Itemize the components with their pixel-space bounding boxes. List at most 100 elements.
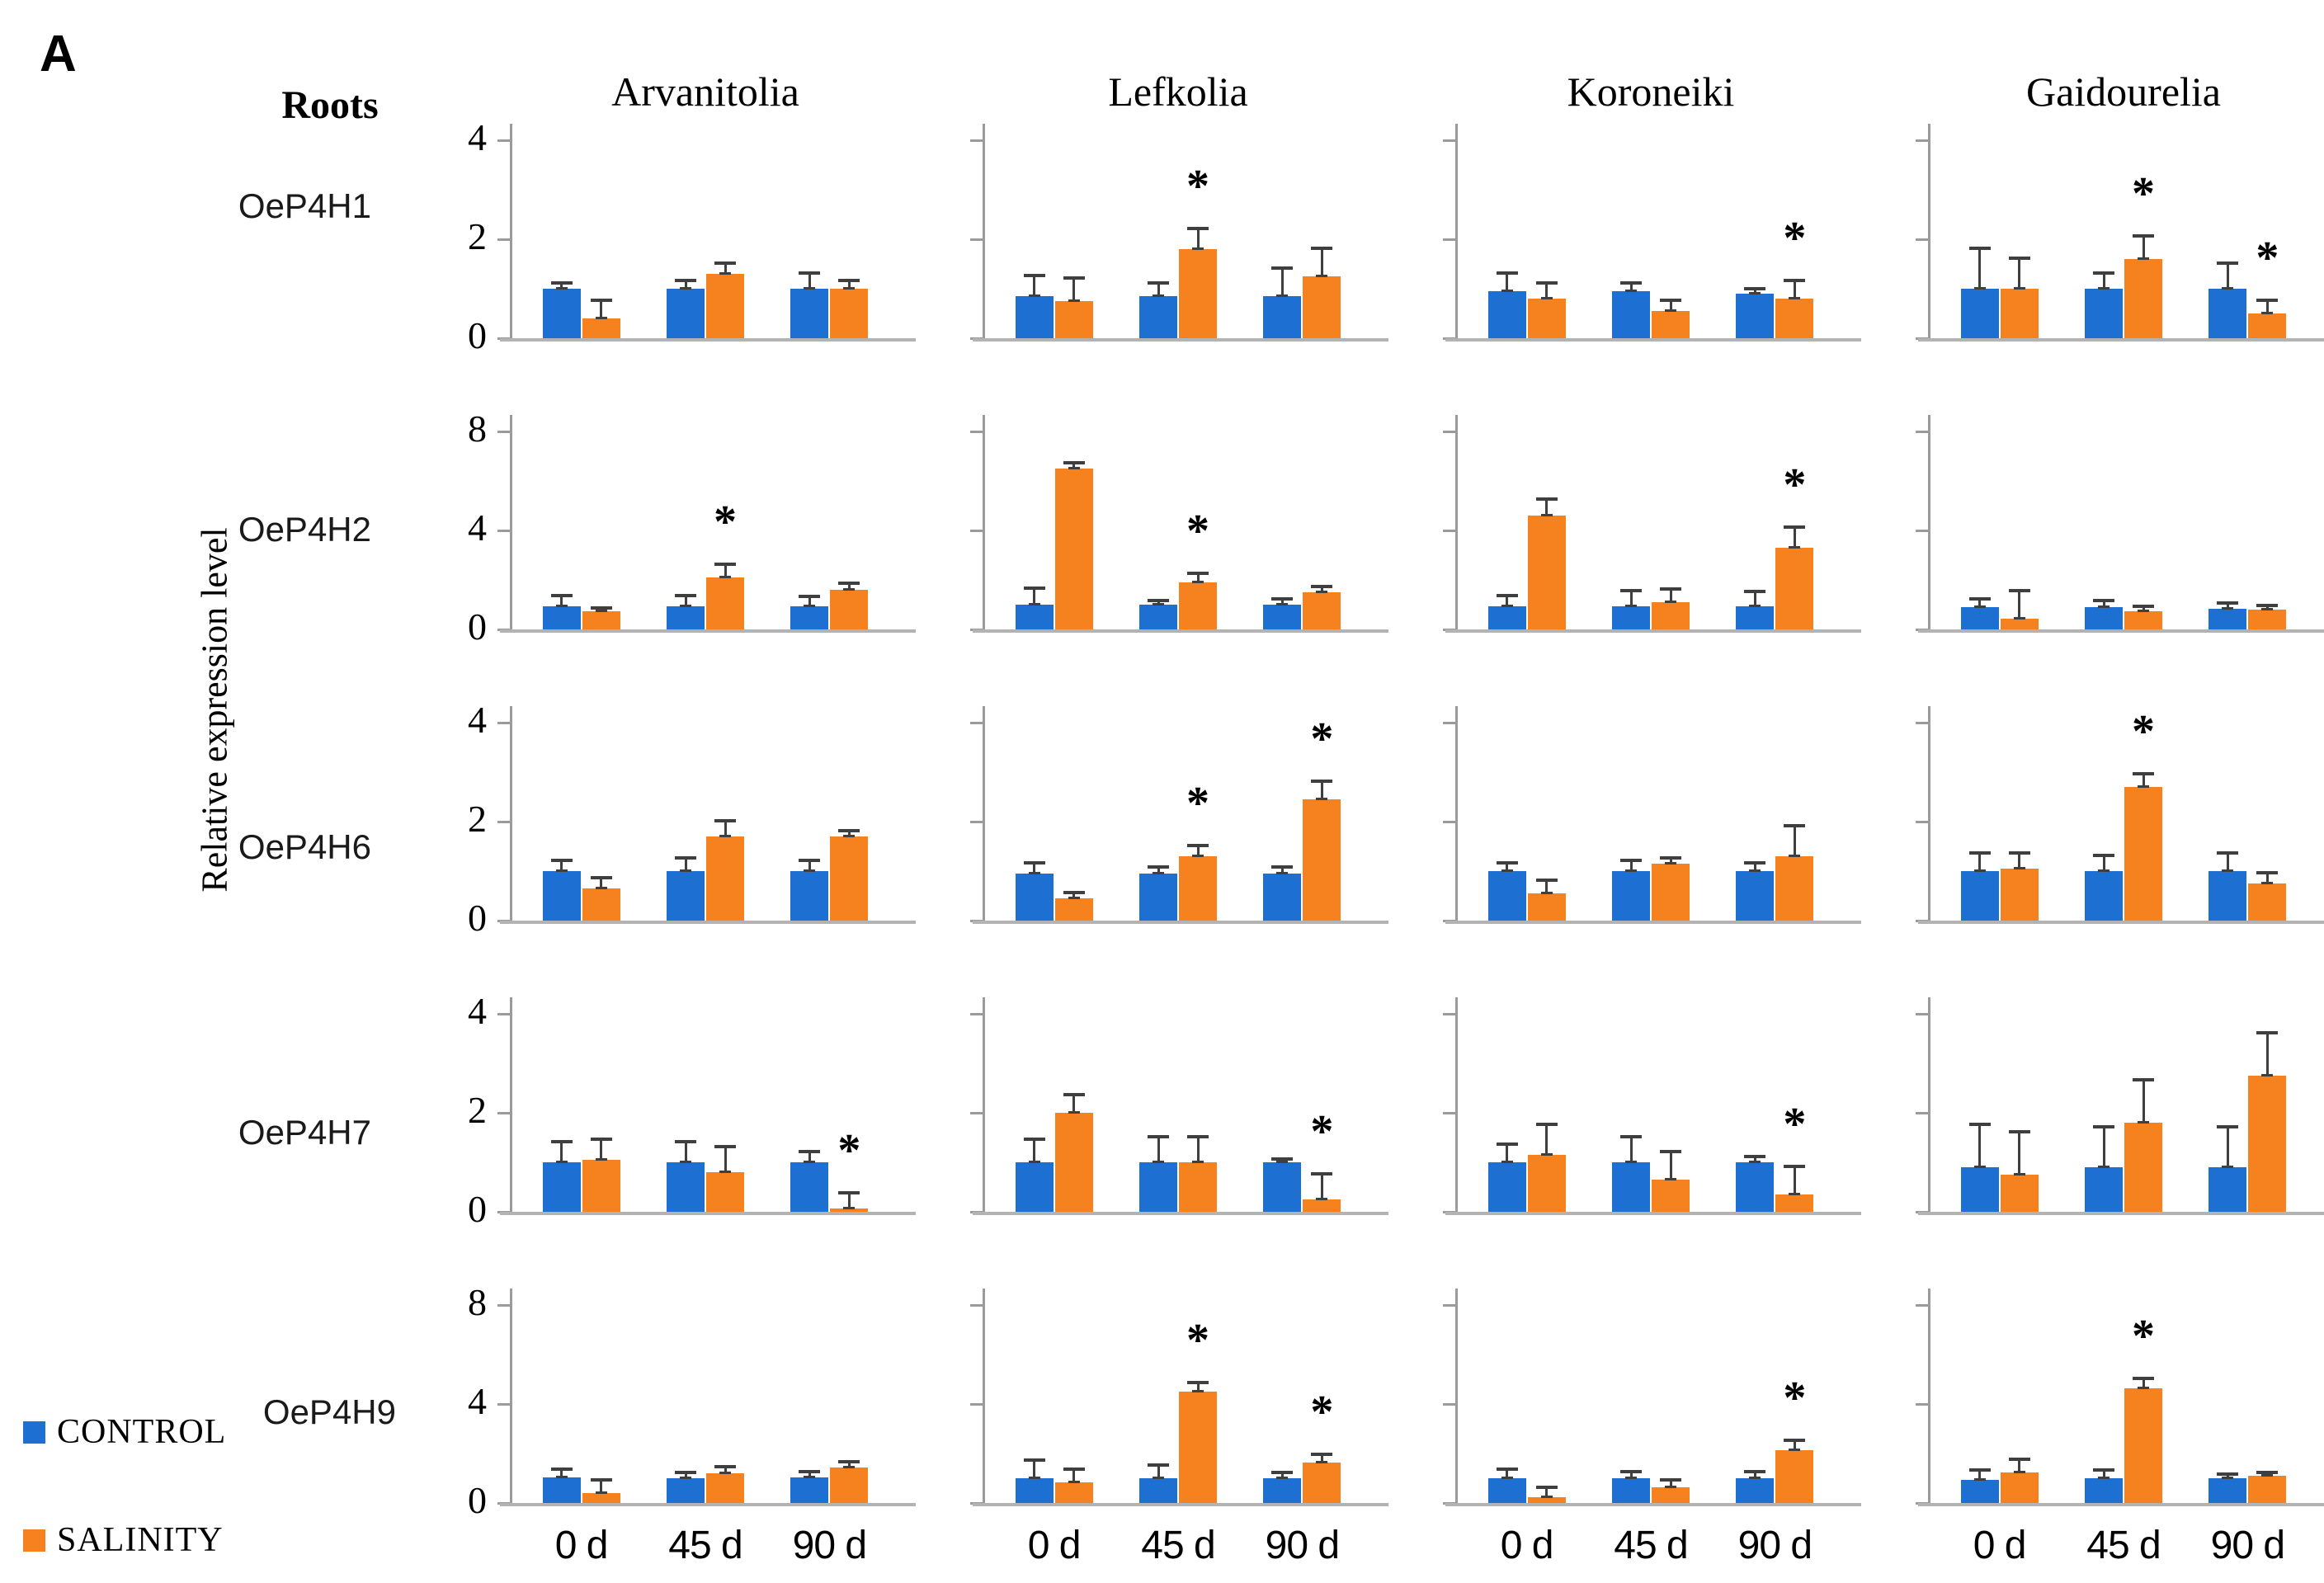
error-bar-stem <box>1033 864 1036 874</box>
bar-salinity <box>1179 249 1217 338</box>
error-bar-foot <box>1316 275 1328 277</box>
error-bar-stem <box>1793 281 1796 299</box>
error-bar-foot <box>2222 606 2234 610</box>
y-axis-line <box>1455 124 1458 338</box>
error-bar-foot <box>1749 292 1761 294</box>
bar-control <box>2209 1167 2247 1212</box>
error-bar-cap <box>1187 1135 1209 1138</box>
x-axis-line <box>500 1503 916 1506</box>
error-bar-stem <box>724 565 727 577</box>
error-bar-cap <box>1620 1469 1642 1473</box>
error-bar-stem <box>1320 1454 1323 1463</box>
error-bar-foot <box>1665 1178 1676 1180</box>
bar-control <box>542 1477 581 1503</box>
error-bar-foot <box>1276 1161 1289 1163</box>
error-bar-cap <box>2133 1078 2154 1081</box>
x-axis-line <box>973 1212 1388 1215</box>
error-bar-cap <box>2217 1125 2239 1128</box>
x-axis-line <box>500 629 916 633</box>
error-bar-cap <box>590 605 612 610</box>
error-bar-cap <box>1784 824 1806 827</box>
error-bar-stem <box>600 1140 603 1160</box>
bar-control <box>1015 1162 1054 1212</box>
error-bar-cap <box>590 1138 612 1141</box>
bar-control <box>2085 607 2123 629</box>
error-bar-cap <box>2256 1031 2279 1034</box>
y-tick-mark <box>497 431 511 433</box>
error-bar-stem <box>560 861 563 871</box>
error-bar-foot <box>2013 616 2025 620</box>
x-axis-line <box>1445 921 1861 924</box>
error-bar-stem <box>724 1467 727 1473</box>
y-tick-mark <box>497 1013 511 1015</box>
error-bar-cap <box>2133 605 2154 608</box>
error-bar-cap <box>1744 590 1766 593</box>
error-bar-foot <box>1625 290 1637 292</box>
error-bar-cap <box>1271 865 1294 869</box>
x-tick-label: 0 d <box>1973 1524 2027 1567</box>
error-bar-stem <box>1753 290 1756 294</box>
error-bar-stem <box>684 1473 687 1478</box>
bar-salinity <box>830 289 869 338</box>
bar-control <box>1960 289 1999 338</box>
error-bar-foot <box>2222 1477 2234 1479</box>
bar-salinity <box>830 1467 869 1503</box>
error-bar-cap <box>1660 1150 1681 1153</box>
error-bar-foot <box>1068 897 1080 899</box>
x-tick-label: 45 d <box>1141 1524 1215 1567</box>
bar-control <box>790 1477 829 1503</box>
error-bar-cap <box>1620 859 1642 862</box>
bar-salinity <box>1179 1162 1217 1212</box>
error-bar-cap <box>799 595 821 598</box>
error-bar-cap <box>1187 1380 1209 1384</box>
error-bar-stem <box>1978 1471 1982 1480</box>
gene-row-label: OeP4H1 <box>238 186 371 225</box>
error-bar-stem <box>1072 893 1076 898</box>
error-bar-cap <box>1496 271 1518 275</box>
error-bar-stem <box>808 274 811 289</box>
error-bar-stem <box>1629 1138 1633 1162</box>
error-bar-cap <box>1311 247 1333 250</box>
bar-salinity <box>1652 1486 1690 1503</box>
error-bar-cap <box>1063 891 1085 894</box>
error-bar-stem <box>1753 592 1756 606</box>
bar-salinity <box>1054 898 1093 921</box>
bar-salinity <box>1179 1392 1217 1503</box>
error-bar-foot <box>1501 1161 1513 1163</box>
significance-asterisk: * <box>1783 213 1807 264</box>
error-bar-foot <box>1540 892 1553 894</box>
bar-control <box>1960 871 1999 921</box>
y-axis-line <box>1928 706 1930 921</box>
bar-salinity <box>2000 289 2039 338</box>
y-tick-mark <box>1916 1304 1929 1307</box>
y-tick-mark <box>970 1112 983 1114</box>
error-bar-stem <box>1196 846 1200 856</box>
error-bar-foot <box>1316 798 1328 800</box>
error-bar-stem <box>1033 1461 1036 1478</box>
error-bar-stem <box>1978 1125 1982 1167</box>
y-tick-mark <box>497 530 511 532</box>
error-bar-stem <box>724 264 727 274</box>
error-bar-foot <box>1789 546 1801 549</box>
error-bar-cap <box>1968 1468 1991 1472</box>
bar-control <box>2085 1478 2123 1503</box>
bar-control <box>542 1162 581 1212</box>
y-tick-label: 4 <box>468 506 487 549</box>
error-bar-cap <box>2256 871 2279 874</box>
error-bar-cap <box>2217 261 2239 265</box>
error-bar-stem <box>1629 861 1633 871</box>
error-bar-stem <box>2142 775 2145 787</box>
error-bar-foot <box>804 869 816 872</box>
error-bar-cap <box>1023 274 1045 277</box>
error-bar-cap <box>2133 234 2154 238</box>
error-bar-stem <box>1157 601 1160 605</box>
error-bar-stem <box>1545 284 1549 299</box>
error-bar-cap <box>1148 1463 1169 1467</box>
bar-control <box>1960 1479 1999 1503</box>
legend-salinity-label: SALINITY <box>57 1521 224 1559</box>
y-tick-label: 8 <box>468 408 487 450</box>
error-bar-foot <box>680 1477 691 1479</box>
error-bar-stem <box>2018 1133 2021 1175</box>
error-bar-stem <box>2142 237 2145 259</box>
error-bar-foot <box>2222 869 2234 872</box>
